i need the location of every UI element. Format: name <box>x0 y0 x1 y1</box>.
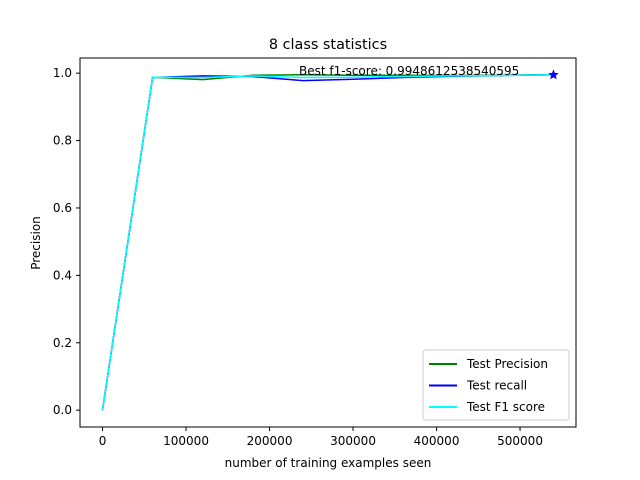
chart-title: 8 class statistics <box>269 37 387 53</box>
legend-label-test-precision: Test Precision <box>466 357 548 371</box>
series-line-test-f1-score <box>101 74 554 411</box>
best-f1-annotation: Best f1-score: 0.9948612538540595 <box>299 64 519 78</box>
axis-ticks: 0 100000 200000 300000 400000 500000 0.0 0.2 0.4… <box>53 66 543 448</box>
best-f1-marker <box>548 69 559 80</box>
y-tick-label: 0.6 <box>53 201 72 215</box>
plot-area <box>101 69 559 411</box>
legend-label-test-recall: Test recall <box>466 379 527 393</box>
x-tick-label: 0 <box>99 434 107 448</box>
plot-frame <box>79 57 577 428</box>
x-tick-label: 300000 <box>330 434 376 448</box>
y-tick-label: 1.0 <box>53 66 72 80</box>
y-axis-label: Precision <box>29 216 43 270</box>
x-tick-label: 500000 <box>497 434 543 448</box>
y-tick-label: 0.2 <box>53 336 72 350</box>
legend-label-test-f1-score: Test F1 score <box>466 400 545 414</box>
x-tick-label: 400000 <box>414 434 460 448</box>
y-tick-label: 0.8 <box>53 134 72 148</box>
x-tick-label: 100000 <box>163 434 209 448</box>
y-tick-label: 0.4 <box>53 268 72 282</box>
x-axis-label: number of training examples seen <box>225 456 432 470</box>
x-tick-label: 200000 <box>247 434 293 448</box>
y-tick-label: 0.0 <box>53 403 72 417</box>
legend: Test Precision Test recall Test F1 score <box>422 349 570 421</box>
legend-frame <box>422 349 570 421</box>
